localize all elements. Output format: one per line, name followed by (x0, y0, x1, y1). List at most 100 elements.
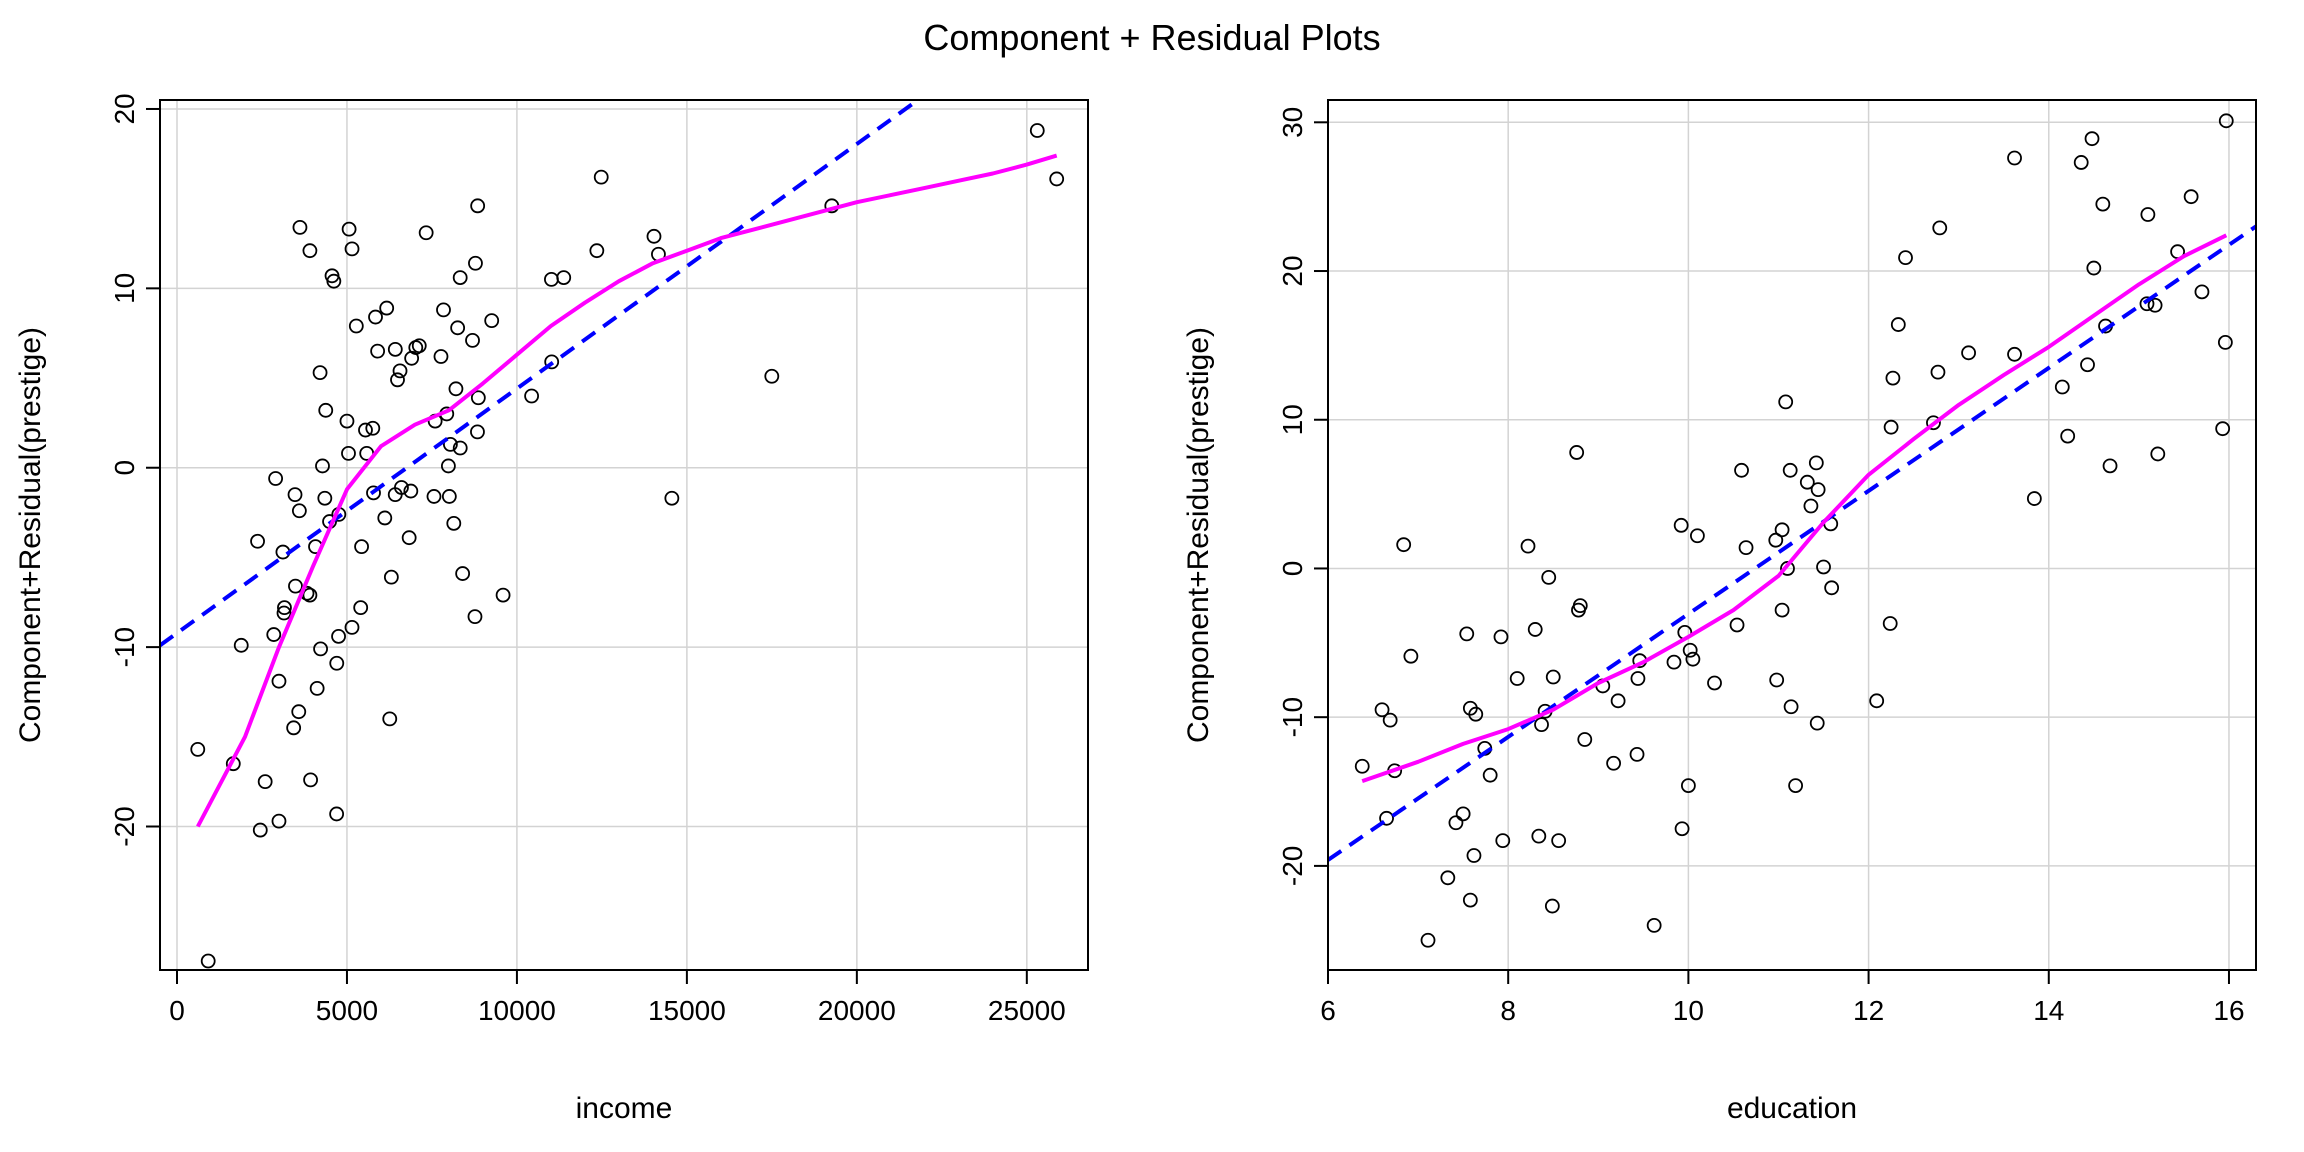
income-point-18 (291, 503, 307, 519)
income-point-12 (276, 605, 292, 621)
education-point-83 (2054, 379, 2070, 395)
education-point-24 (1534, 717, 1549, 733)
education-point-1 (1374, 702, 1390, 718)
income-point-22 (303, 772, 318, 788)
education-point-85 (2073, 155, 2089, 170)
education-point-13 (1462, 892, 1478, 908)
education-point-61 (1788, 778, 1804, 793)
education-point-60 (1783, 699, 1799, 715)
income-point-28 (315, 458, 330, 474)
education-point-22 (1527, 622, 1543, 637)
income-point-35 (329, 806, 345, 822)
education-point-23 (1531, 828, 1547, 844)
education-point-21 (1520, 538, 1536, 554)
income-panel: 0 5000 10000 15000 20000 25000 -20 -10 0 10 20 inco… (14, 93, 1089, 1125)
education-point-98 (2194, 284, 2210, 300)
education-point-28 (1545, 669, 1561, 685)
income-point-85 (470, 390, 486, 406)
education-point-49 (1707, 675, 1722, 691)
income-points (190, 123, 1065, 969)
income-point-78 (452, 270, 468, 285)
education-y-tick-label-3: 10 (1277, 404, 1308, 435)
income-point-70 (436, 302, 451, 318)
education-point-15 (1468, 706, 1484, 722)
income-point-82 (467, 609, 483, 625)
income-point-73 (440, 458, 456, 474)
education-point-53 (1768, 532, 1784, 548)
income-x-tick-label-1: 5000 (316, 995, 378, 1026)
education-point-29 (1551, 833, 1567, 849)
education-point-35 (1606, 755, 1622, 771)
income-point-100 (1029, 123, 1045, 138)
education-point-51 (1734, 462, 1749, 478)
income-point-49 (366, 485, 381, 501)
income-point-55 (382, 711, 398, 727)
income-point-10 (271, 813, 287, 829)
income-y-tick-label-1: -10 (109, 627, 140, 667)
education-point-50 (1729, 617, 1745, 633)
income-point-40 (341, 221, 357, 237)
education-point-91 (2102, 458, 2118, 474)
income-point-58 (390, 372, 405, 388)
education-point-66 (1810, 482, 1826, 498)
education-panel: 6 8 10 12 14 16 -20 -10 0 10 20 30 education Componen… (1182, 99, 2257, 1125)
education-point-88 (2086, 260, 2102, 276)
education-smooth-line (1361, 233, 2228, 783)
income-point-0 (190, 741, 206, 757)
education-point-3 (1382, 712, 1398, 728)
education-point-48 (1689, 528, 1705, 544)
education-x-tick-label-5: 16 (2213, 995, 2244, 1026)
education-y-tick-label-0: -20 (1277, 846, 1308, 886)
education-point-81 (2007, 346, 2022, 362)
income-point-39 (341, 445, 356, 461)
income-point-72 (441, 489, 457, 504)
education-point-38 (1630, 671, 1646, 686)
education-point-101 (2218, 113, 2234, 129)
income-point-9 (271, 673, 287, 689)
income-point-67 (426, 489, 442, 504)
education-point-17 (1482, 767, 1498, 783)
education-point-10 (1455, 806, 1471, 822)
income-point-83 (470, 198, 486, 214)
education-point-8 (1440, 870, 1456, 886)
income-point-33 (326, 273, 342, 289)
education-point-55 (1774, 602, 1790, 618)
education-plot-frame (1327, 99, 2257, 971)
education-point-64 (1808, 455, 1824, 471)
education-point-52 (1738, 540, 1754, 556)
education-point-11 (1459, 626, 1475, 642)
education-point-32 (1572, 598, 1588, 614)
income-smooth-line (196, 153, 1058, 828)
education-point-47 (1685, 651, 1701, 667)
income-point-16 (287, 487, 303, 503)
income-point-65 (411, 338, 427, 354)
education-point-5 (1396, 537, 1412, 553)
income-point-76 (448, 381, 464, 397)
income-point-61 (401, 530, 417, 546)
income-point-37 (331, 628, 346, 644)
education-x-tick-label-3: 12 (1853, 995, 1884, 1026)
income-point-101 (1049, 171, 1065, 187)
income-point-86 (470, 424, 485, 440)
income-point-43 (348, 318, 364, 334)
income-point-4 (250, 533, 265, 549)
income-point-89 (524, 388, 540, 404)
income-point-6 (257, 774, 273, 790)
income-point-26 (312, 365, 328, 381)
education-point-67 (1816, 559, 1831, 575)
education-x-axis-label: education (1727, 1092, 1857, 1125)
education-point-45 (1680, 778, 1696, 793)
income-point-84 (468, 255, 483, 271)
income-point-79 (452, 440, 468, 456)
education-point-76 (1926, 415, 1941, 431)
education-x-tick-label-2: 10 (1673, 995, 1704, 1026)
income-point-69 (433, 349, 449, 364)
income-point-95 (646, 228, 662, 244)
income-point-87 (484, 313, 500, 329)
income-point-27 (313, 641, 328, 657)
income-point-17 (291, 704, 307, 720)
income-x-tick-label-3: 15000 (648, 995, 726, 1026)
education-x-tick-label-1: 8 (1500, 995, 1516, 1026)
education-point-97 (2183, 189, 2199, 205)
education-point-7 (1420, 932, 1436, 948)
